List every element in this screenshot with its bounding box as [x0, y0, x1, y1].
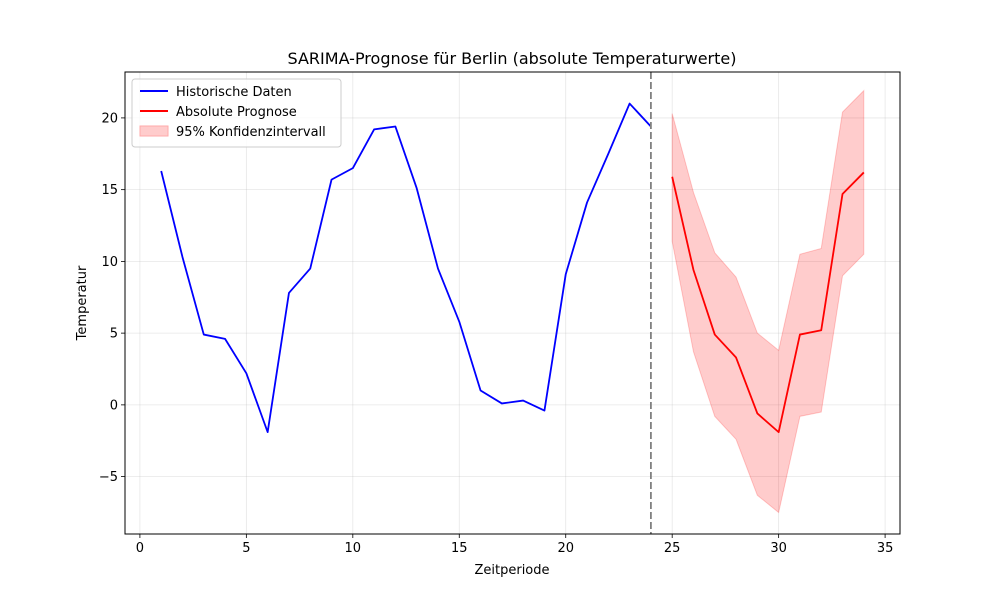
- legend-label-historical: Historische Daten: [176, 85, 292, 100]
- y-tick-label: −5: [99, 470, 118, 485]
- x-tick-label: 0: [136, 541, 144, 556]
- chart-title: SARIMA-Prognose für Berlin (absolute Tem…: [288, 49, 737, 68]
- legend-swatch-confidence-band: [140, 126, 168, 136]
- x-tick-label: 35: [877, 541, 894, 556]
- y-axis-label: Temperatur: [75, 265, 90, 341]
- x-tick-label: 10: [345, 541, 362, 556]
- x-tick-label: 25: [664, 541, 681, 556]
- y-tick-label: 20: [101, 111, 118, 126]
- x-axis-label: Zeitperiode: [474, 563, 549, 578]
- legend: Historische Daten Absolute Prognose 95% …: [132, 79, 341, 147]
- y-tick-label: 0: [110, 398, 118, 413]
- x-tick-label: 5: [242, 541, 250, 556]
- legend-label-forecast: Absolute Prognose: [176, 105, 297, 120]
- y-tick-label: 15: [101, 183, 118, 198]
- x-tick-label: 30: [770, 541, 787, 556]
- legend-label-confidence-band: 95% Konfidenzintervall: [176, 125, 326, 140]
- x-tick-label: 20: [557, 541, 574, 556]
- y-tick-label: 10: [101, 255, 118, 270]
- x-tick-label: 15: [451, 541, 468, 556]
- y-tick-label: 5: [110, 327, 118, 342]
